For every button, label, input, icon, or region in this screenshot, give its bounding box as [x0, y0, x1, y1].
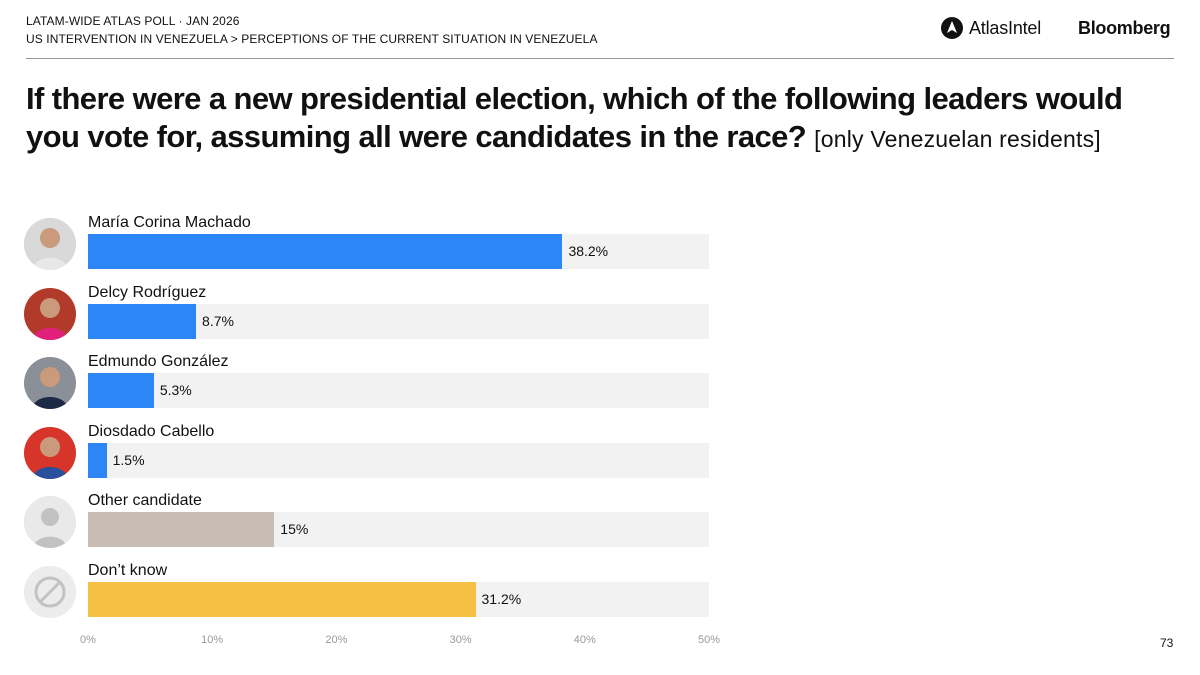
x-tick-label: 20%: [325, 634, 348, 646]
bar-category-label: María Corina Machado: [88, 214, 251, 231]
bar-category-label: Other candidate: [88, 492, 202, 510]
bar-row: Don’t know 31.2%: [0, 562, 760, 630]
bar-category-label: Delcy Rodríguez: [88, 283, 207, 301]
person-photo-icon: [24, 287, 76, 340]
question-text: If there were a new presidential electio…: [26, 81, 1123, 154]
generic-person-icon: [24, 496, 76, 549]
bar-value-label: 38.2%: [568, 243, 609, 259]
bar: [88, 234, 563, 269]
bar-track: 5.3%: [88, 373, 709, 409]
x-tick-label: 50%: [697, 634, 721, 646]
person-photo-icon: [24, 218, 76, 270]
bar-row: Diosdado Cabello 1.5%: [0, 423, 760, 491]
bar-row: Other candidate 15%: [0, 492, 760, 560]
bar-value-label: 31.2%: [481, 591, 522, 607]
header-divider: [26, 58, 1174, 59]
bar-category-label: Don’t know: [88, 562, 168, 579]
bar-value-label: 1.5%: [112, 451, 145, 468]
person-photo-icon: [24, 357, 76, 410]
header-line-2: US INTERVENTION IN VENEZUELA > PERCEPTIO…: [26, 32, 598, 46]
atlasintel-wordmark: AtlasIntel: [969, 17, 1042, 38]
atlasintel-mark-icon: [941, 17, 963, 39]
page-number: 73: [1160, 636, 1174, 650]
bloomberg-logo: Bloomberg: [1078, 18, 1171, 38]
bar-track: 31.2%: [88, 582, 709, 617]
bar-track: 15%: [88, 512, 709, 548]
bar-value-label: 15%: [280, 521, 309, 538]
bar: [88, 442, 107, 478]
bar-category-label: Edmundo González: [88, 353, 229, 371]
question-note: [only Venezuelan residents]: [814, 126, 1101, 152]
bar-track: 8.7%: [88, 303, 709, 339]
bar-row: Delcy Rodríguez 8.7%: [0, 284, 760, 352]
chart-question: If there were a new presidential electio…: [26, 80, 1166, 158]
x-tick-label: 30%: [449, 634, 472, 646]
bar-track: 38.2%: [88, 234, 709, 269]
bar-value-label: 5.3%: [159, 382, 192, 399]
x-tick-label: 40%: [573, 634, 596, 646]
bar-category-label: Diosdado Cabello: [88, 422, 215, 440]
bar-track: 1.5%: [88, 442, 709, 478]
person-photo-icon: [24, 426, 76, 479]
bar: [88, 373, 154, 409]
atlasintel-logo: AtlasIntel: [940, 16, 1041, 40]
header-line-1: LATAM-WIDE ATLAS POLL · JAN 2026: [26, 14, 240, 28]
bar: [88, 512, 275, 548]
bar: [88, 582, 476, 617]
x-tick-label: 10%: [201, 634, 224, 646]
bar-row: María Corina Machado 38.2%: [0, 214, 760, 282]
bar-row: Edmundo González 5.3%: [0, 353, 760, 421]
prohibited-icon: [24, 566, 76, 618]
x-tick-label: 0%: [80, 634, 96, 646]
bar-value-label: 8.7%: [202, 312, 234, 329]
bar: [88, 303, 197, 339]
